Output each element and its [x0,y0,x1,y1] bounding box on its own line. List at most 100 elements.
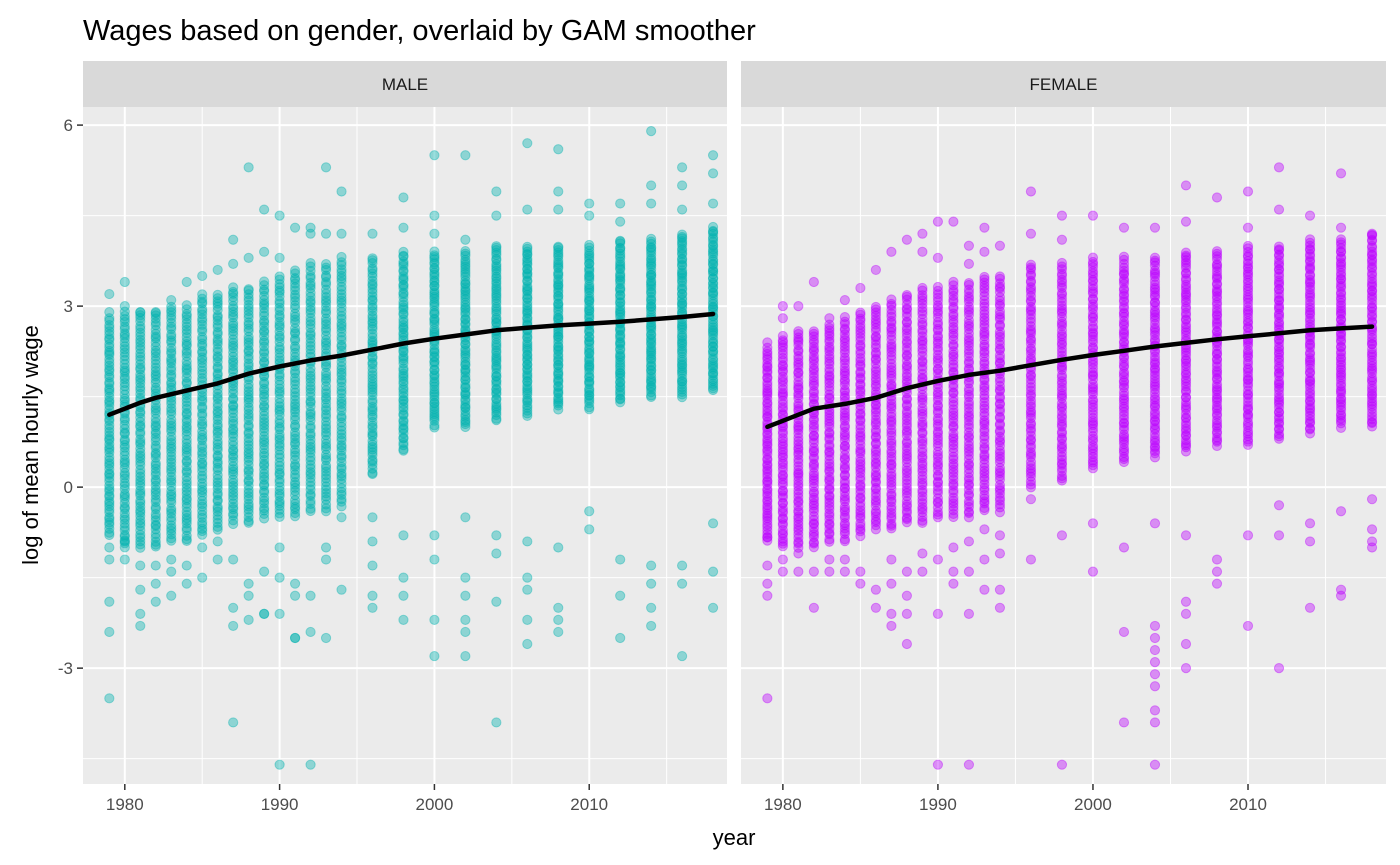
data-point [243,337,254,348]
data-point [212,427,223,438]
data-point [212,326,223,338]
data-point [1211,246,1223,257]
data-point [150,452,161,463]
data-point [104,391,115,402]
data-point [104,447,115,458]
data-point [150,358,161,370]
data-point [150,460,161,471]
data-point [119,484,130,495]
data-point [150,448,161,459]
data-point [259,356,270,367]
data-point [166,379,177,390]
data-point [289,311,301,322]
data-point [181,506,192,517]
data-point [166,464,177,475]
data-point [119,497,130,509]
data-point [212,310,223,321]
data-point [228,364,239,375]
data-point [104,455,115,466]
data-point [197,347,208,359]
data-point [259,505,270,516]
data-point [777,566,788,577]
data-point [166,515,177,526]
data-point [197,459,208,470]
data-point [228,469,239,480]
data-point [197,523,208,534]
data-point [289,398,301,409]
data-point [135,532,146,543]
data-point [259,379,270,390]
data-point [259,310,270,321]
data-point [104,464,115,475]
data-point [104,383,115,394]
data-point [228,518,239,530]
data-point [1335,234,1347,245]
data-point [839,554,850,565]
data-point [181,409,192,420]
data-point [212,536,223,547]
data-point [212,393,223,405]
data-point [646,126,657,137]
data-point [150,405,161,416]
data-point [855,307,866,318]
data-point [212,419,223,430]
data-point [181,393,192,404]
data-point [243,427,254,438]
data-point [197,396,208,407]
data-point [166,471,177,482]
data-point [197,462,208,473]
data-point [150,560,161,571]
data-point [212,425,223,437]
data-point [901,290,913,301]
data-point [1304,234,1316,245]
data-point [166,362,177,373]
data-point [646,560,657,571]
data-point [901,608,913,619]
data-point [104,476,115,487]
y-tick-label: 0 [64,478,73,497]
data-point [289,365,301,376]
data-point [197,487,208,498]
data-point [197,296,208,307]
data-point [289,285,301,296]
data-point [135,450,146,461]
data-point [243,302,254,314]
data-point [793,566,804,577]
data-point [243,614,254,625]
data-point [460,614,471,625]
data-point [228,717,239,728]
data-point [777,330,788,342]
data-point [104,400,115,411]
data-point [135,388,146,400]
data-point [948,566,959,577]
data-point [166,512,177,523]
data-point [289,376,301,387]
data-point [104,542,115,553]
data-point [259,485,270,496]
data-point [181,356,192,367]
data-point [289,384,301,395]
data-point [135,477,146,489]
data-point [259,300,270,311]
data-point [677,650,688,662]
data-point [119,529,130,541]
data-point [197,341,208,352]
data-point [166,475,177,486]
data-point [119,333,130,344]
data-point [460,150,471,161]
x-tick-label: 2000 [1074,795,1112,814]
data-point [197,449,208,460]
data-point [119,316,130,328]
data-point [289,504,301,515]
data-point [259,508,270,520]
data-point [135,310,146,321]
data-point [228,425,239,436]
data-point [1366,542,1378,553]
data-point [289,282,301,293]
data-point [212,501,223,512]
data-point [119,446,130,457]
data-point [522,536,533,547]
data-point [320,259,332,270]
data-point [274,759,285,770]
